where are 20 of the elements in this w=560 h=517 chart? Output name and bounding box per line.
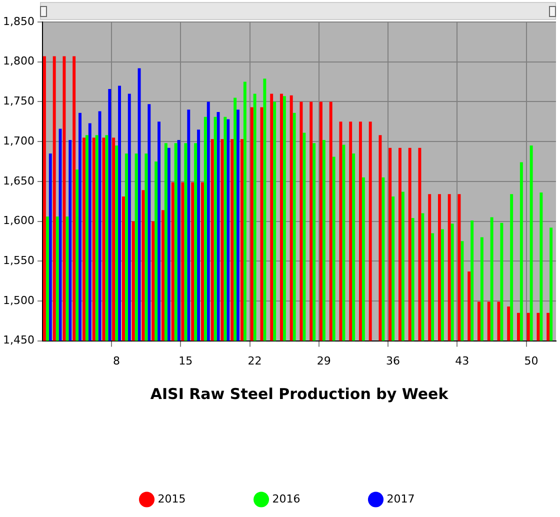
- x-tick-label: 43: [455, 354, 470, 368]
- x-tick-label: 15: [178, 354, 193, 368]
- y-tick-label: 1,550: [2, 254, 34, 267]
- y-tick-label: 1,750: [2, 94, 34, 108]
- x-tick-label: 29: [316, 354, 331, 368]
- y-tick-label: 1,600: [2, 214, 34, 228]
- x-axis-title: AISI Raw Steel Production by Week: [150, 384, 450, 403]
- legend-label: 2017: [386, 492, 415, 506]
- x-tick-label: 22: [248, 354, 262, 368]
- y-tick-label: 1,850: [2, 14, 34, 28]
- y-tick-label: 1,800: [2, 54, 34, 68]
- legend-label: 2015: [158, 492, 186, 506]
- x-tick-label: 36: [386, 354, 400, 368]
- y-tick-label: 1,650: [2, 174, 34, 188]
- x-tick-label: 50: [524, 354, 538, 368]
- y-tick-label: 1,500: [2, 294, 34, 307]
- legend-label: 2016: [272, 492, 300, 506]
- y-tick-label: 1,450: [2, 334, 34, 347]
- y-tick-label: 1,700: [2, 134, 34, 148]
- x-tick-label: 8: [113, 354, 120, 368]
